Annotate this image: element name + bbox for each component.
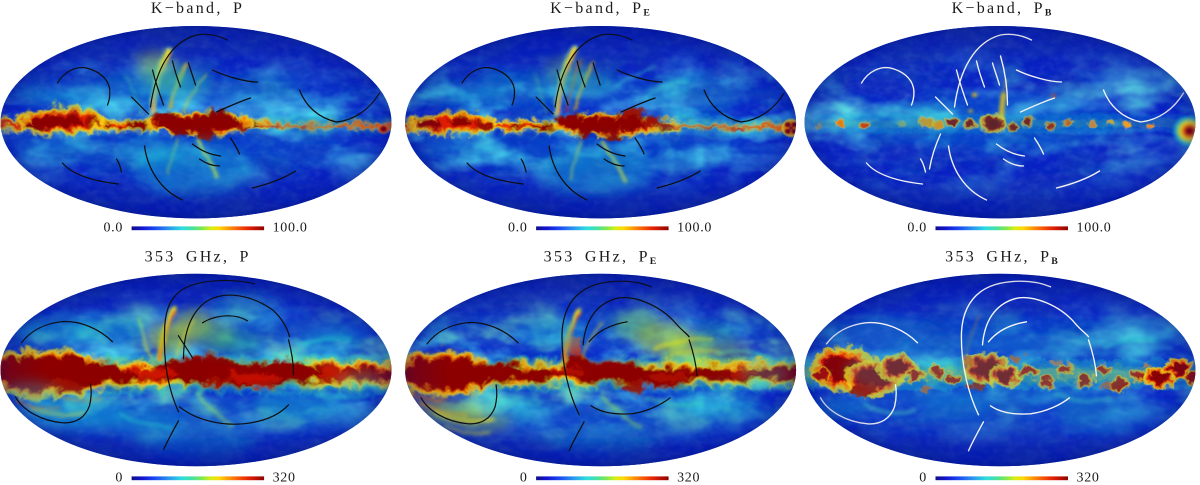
- svg-text:353 GHz, PB: 353 GHz, PB: [945, 249, 1058, 267]
- svg-text:100.0: 100.0: [273, 221, 308, 236]
- svg-text:0: 0: [520, 471, 528, 485]
- svg-text:320: 320: [677, 471, 700, 485]
- svg-text:K−band, PB: K−band, PB: [952, 0, 1052, 18]
- svg-text:0: 0: [115, 471, 123, 485]
- svg-text:0: 0: [919, 471, 927, 485]
- svg-text:0.0: 0.0: [103, 221, 123, 236]
- svg-text:0.0: 0.0: [907, 221, 927, 236]
- svg-text:K−band, P: K−band, P: [151, 0, 244, 17]
- svg-text:0.0: 0.0: [508, 221, 528, 236]
- svg-text:353 GHz, PE: 353 GHz, PE: [544, 249, 657, 267]
- svg-text:353 GHz, P: 353 GHz, P: [145, 249, 251, 266]
- svg-text:100.0: 100.0: [677, 221, 712, 236]
- svg-text:320: 320: [273, 471, 296, 485]
- svg-text:100.0: 100.0: [1077, 221, 1112, 236]
- svg-text:K−band, PE: K−band, PE: [550, 0, 650, 18]
- svg-text:320: 320: [1077, 471, 1100, 485]
